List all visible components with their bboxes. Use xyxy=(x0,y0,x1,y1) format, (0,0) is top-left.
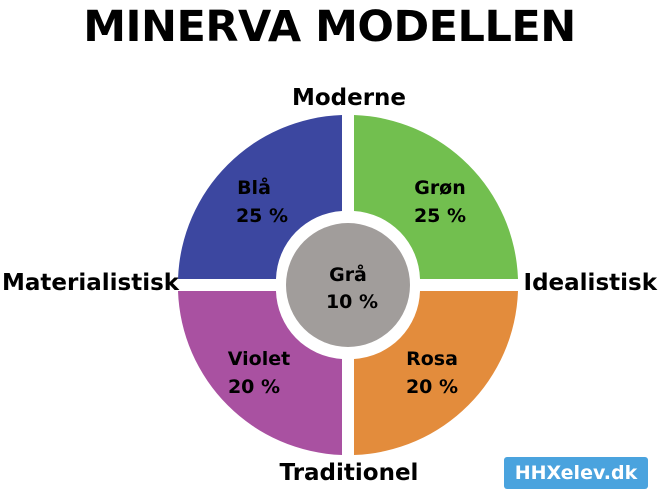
axis-label-traditionel: Traditionel xyxy=(279,460,419,486)
axis-label-idealistisk: Idealistisk xyxy=(523,270,657,296)
segment-violet xyxy=(178,291,342,455)
segment-groen-percent: 25 % xyxy=(414,205,466,227)
segment-rosa-percent: 20 % xyxy=(406,376,458,398)
axis-label-moderne: Moderne xyxy=(291,85,407,111)
segment-groen-name: Grøn xyxy=(414,177,466,199)
segment-blaa xyxy=(178,115,342,279)
segment-blaa-name: Blå xyxy=(237,175,271,199)
segment-graa xyxy=(286,223,410,347)
page-title: MINERVA MODELLEN xyxy=(83,2,576,52)
segment-violet-name: Violet xyxy=(228,348,290,370)
segment-rosa xyxy=(354,291,518,455)
segment-graa-percent: 10 % xyxy=(326,291,378,313)
segment-violet-percent: 20 % xyxy=(228,376,280,398)
segment-groen xyxy=(354,115,518,279)
hhxelev-badge[interactable]: HHXelev.dk xyxy=(504,457,648,489)
segment-blaa-percent: 25 % xyxy=(236,205,288,227)
axis-label-materialistisk: Materialistisk xyxy=(2,270,180,296)
segment-rosa-name: Rosa xyxy=(406,348,458,370)
segment-graa-name: Grå xyxy=(329,262,367,286)
